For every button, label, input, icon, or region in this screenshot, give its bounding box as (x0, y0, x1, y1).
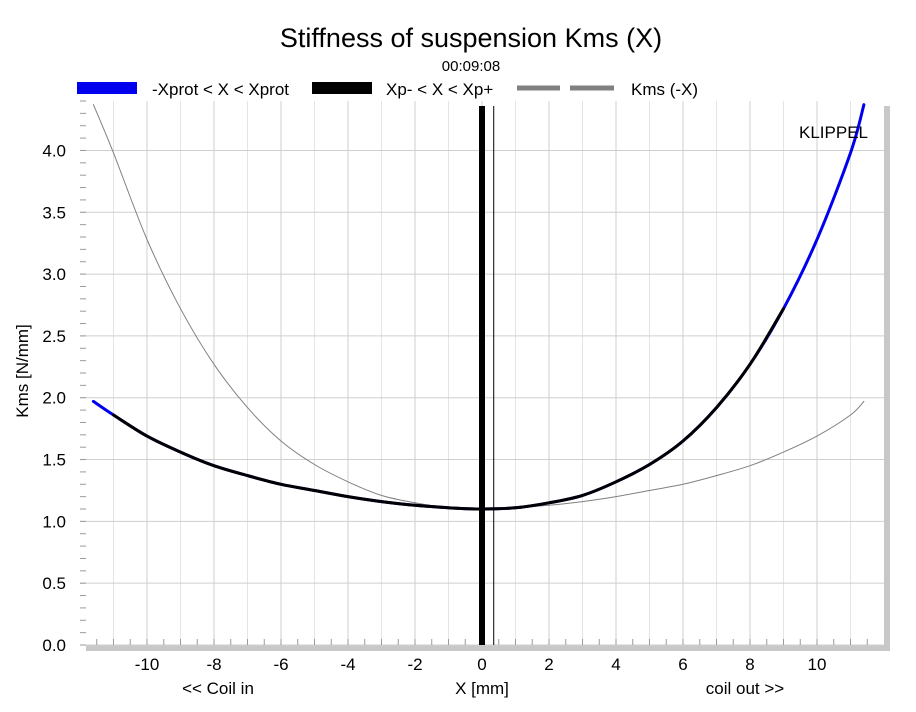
x-tick-labels: -10 -8 -6 -4 -2 0 2 4 6 8 10 (135, 655, 827, 674)
legend-label-peak-range: Xp- < X < Xp+ (386, 80, 493, 99)
x-tick-label: 2 (544, 655, 553, 674)
x-axis-label: X [mm] (455, 679, 509, 698)
series-line-protected-range (91, 103, 866, 511)
y-tick-label: 3.0 (42, 265, 66, 284)
chart-title: Stiffness of suspension Kms (X) (280, 23, 662, 53)
plot-shadow-bottom (86, 645, 890, 651)
x-tick-label: 8 (745, 655, 754, 674)
chart-subtitle: 00:09:08 (442, 58, 500, 75)
vertical-markers (479, 106, 495, 645)
y-tick-label: 3.5 (42, 203, 66, 222)
legend-swatch-protected-range (77, 82, 137, 94)
series-lines (91, 103, 866, 511)
x-tick-label: -6 (273, 655, 288, 674)
x-tick-label: -10 (135, 655, 160, 674)
minor-ticks (80, 100, 868, 646)
y-tick-label: 1.5 (42, 451, 66, 470)
x-tick-label: -2 (407, 655, 422, 674)
series-line-peak-range (112, 307, 785, 511)
y-tick-label: 2.5 (42, 327, 66, 346)
legend-label-mirrored: Kms (-X) (631, 80, 698, 99)
y-tick-label: 0.5 (42, 574, 66, 593)
y-tick-label: 1.0 (42, 512, 66, 531)
x-tick-label: 0 (477, 655, 486, 674)
x-axis-label-right: coil out >> (706, 679, 785, 698)
x-tick-label: -8 (206, 655, 221, 674)
series-line-mirrored (92, 104, 865, 510)
x-axis-label-left: << Coil in (182, 679, 254, 698)
legend-swatch-peak-range (312, 82, 372, 94)
x-tick-label: 10 (808, 655, 827, 674)
y-axis-label: Kms [N/mm] (13, 324, 32, 418)
legend-label-protected-range: -Xprot < X < Xprot (152, 80, 289, 99)
y-tick-label: 0.0 (42, 636, 66, 655)
brand-label: KLIPPEL (799, 123, 868, 142)
x-tick-label: -4 (340, 655, 355, 674)
y-tick-label: 4.0 (42, 141, 66, 160)
x-tick-label: 4 (611, 655, 620, 674)
plot-shadow-right (884, 106, 890, 651)
x-tick-label: 6 (678, 655, 687, 674)
y-tick-label: 2.0 (42, 389, 66, 408)
legend: -Xprot < X < Xprot Xp- < X < Xp+ Kms (-X… (77, 80, 698, 99)
y-tick-labels: 0.0 0.5 1.0 1.5 2.0 2.5 3.0 3.5 4.0 (42, 141, 66, 655)
